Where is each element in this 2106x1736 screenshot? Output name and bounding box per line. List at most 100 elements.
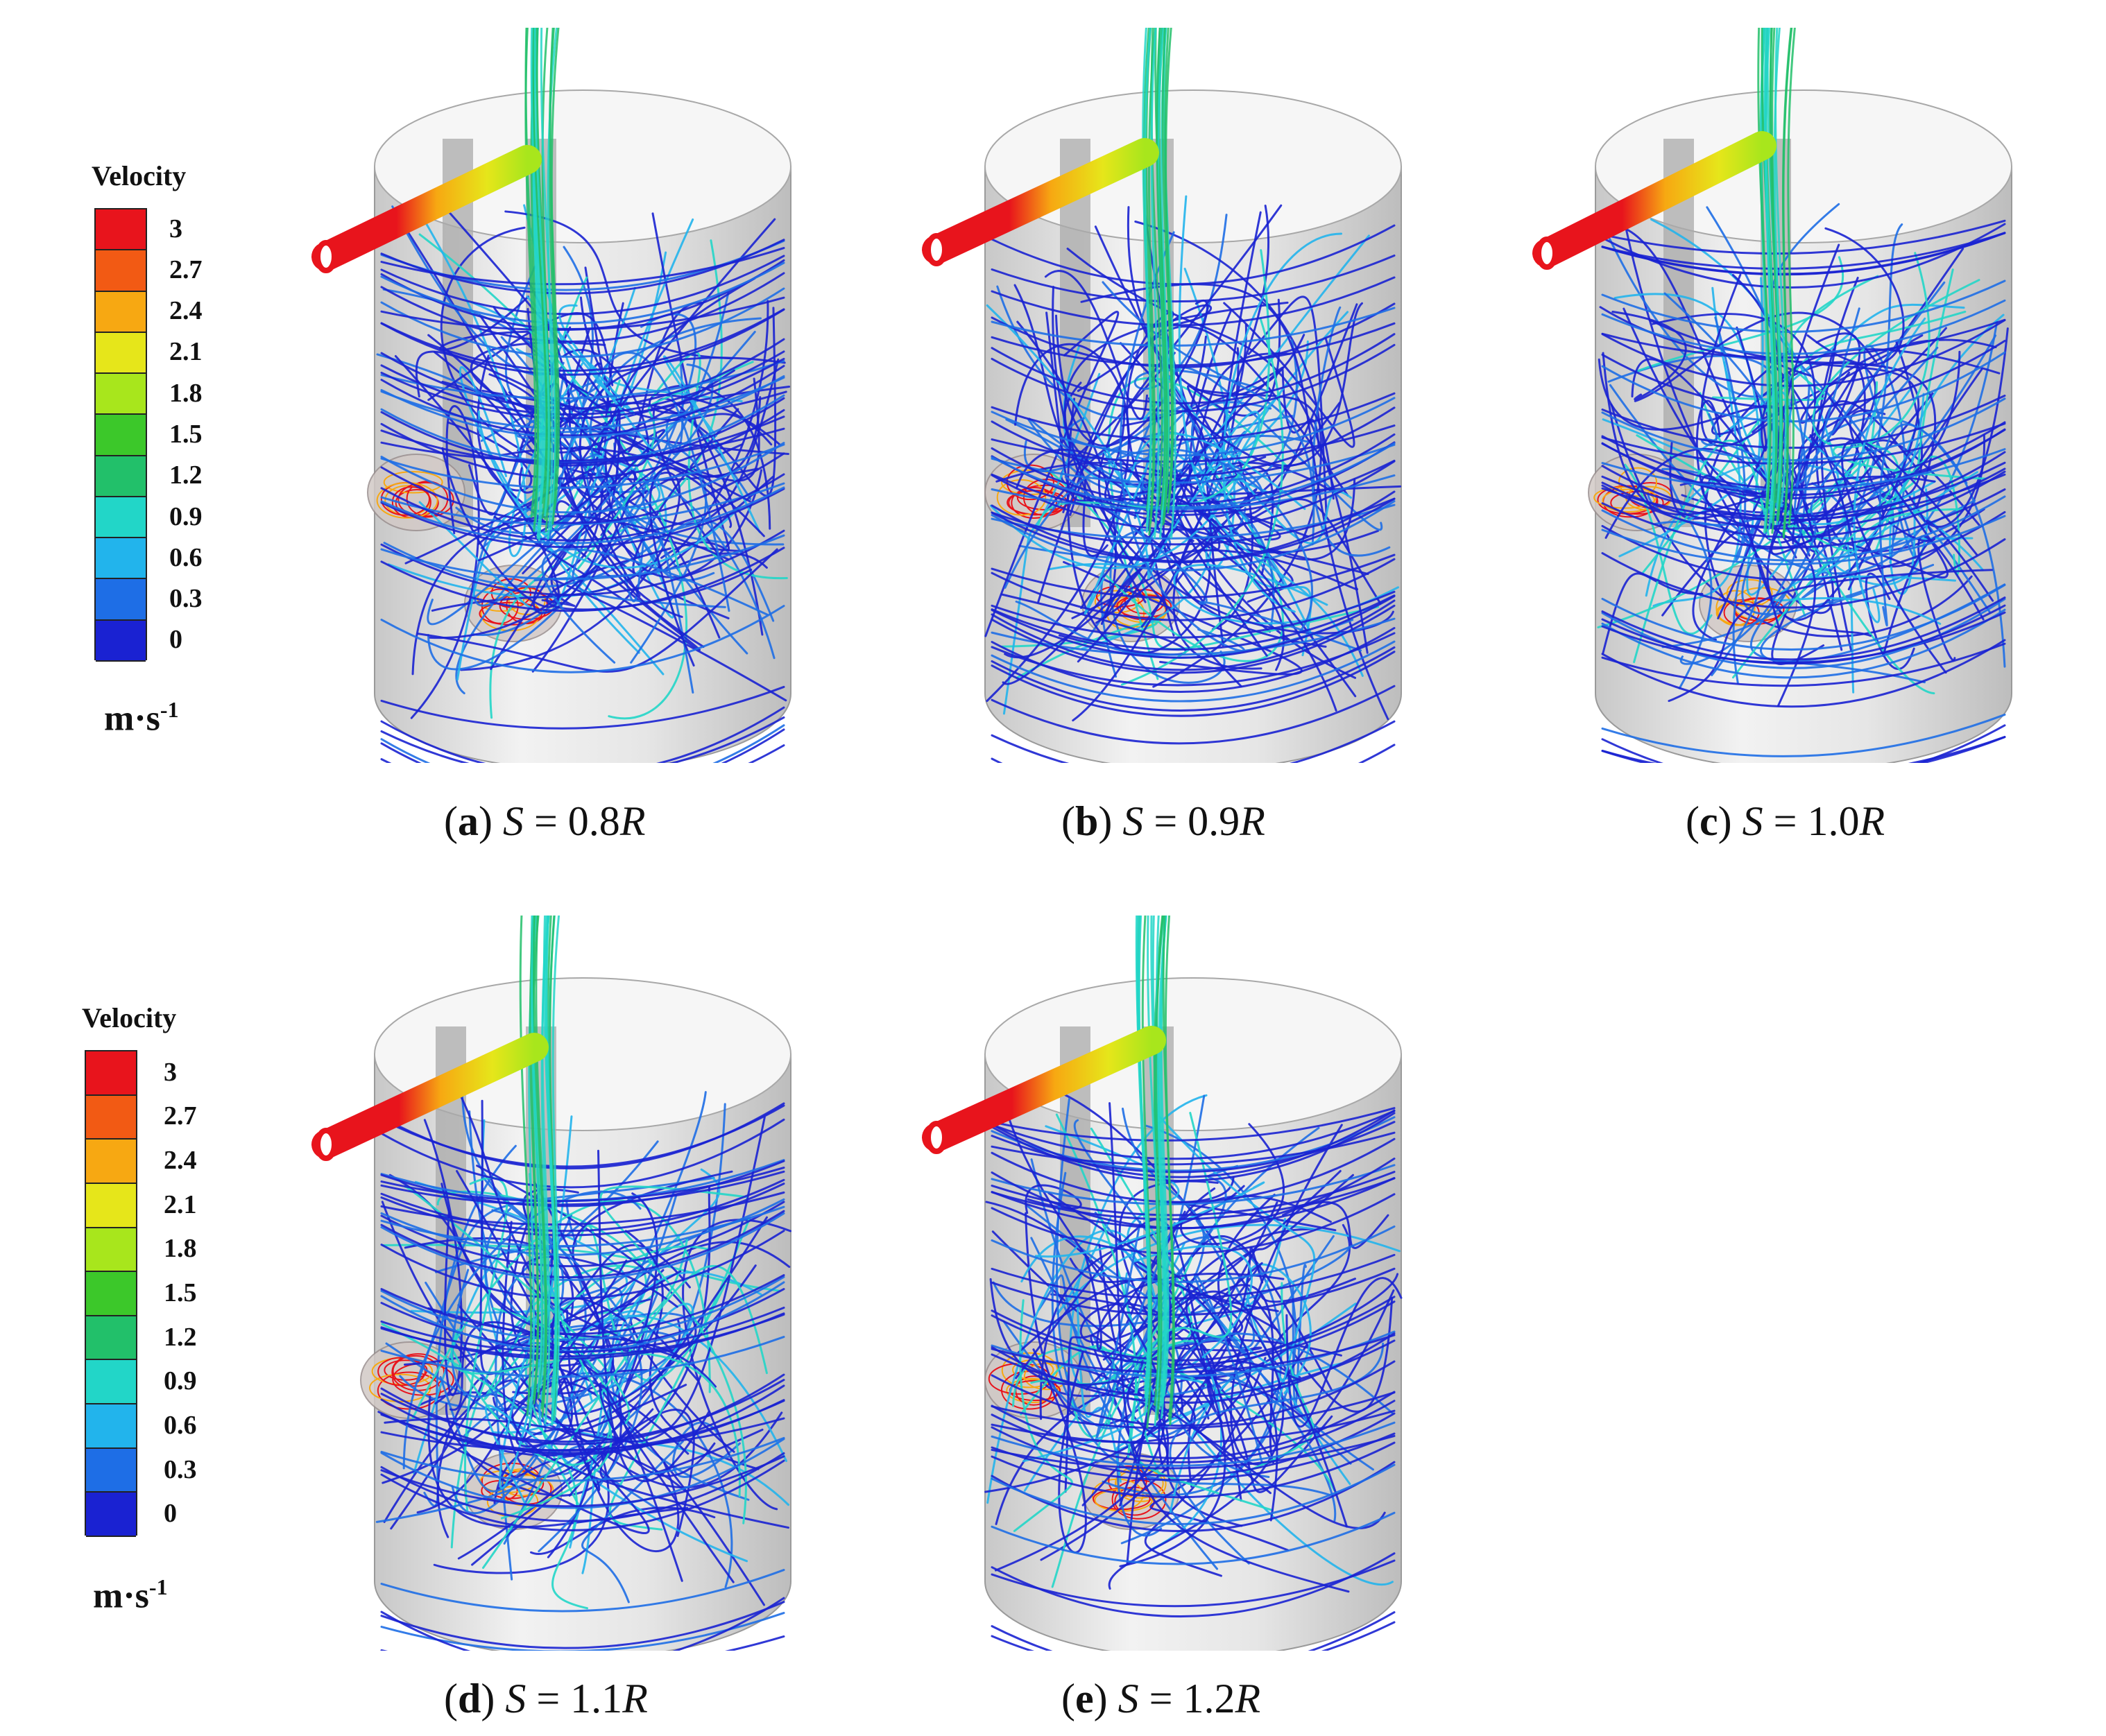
streamline	[991, 1177, 1396, 1230]
streamline	[991, 1400, 1396, 1463]
vortex-streamline	[1726, 578, 1773, 608]
legend-swatch	[96, 620, 146, 662]
streamlines	[375, 916, 791, 1651]
streamline	[991, 685, 1396, 745]
streamline	[541, 548, 769, 664]
streamline	[531, 916, 543, 1393]
streamline	[991, 1360, 1396, 1427]
streamline	[380, 547, 785, 612]
streamline-figure	[1532, 28, 2012, 763]
streamline	[1107, 377, 1287, 680]
streamline	[991, 558, 1396, 621]
legend-unit: m·s-1	[93, 1574, 168, 1616]
legend-swatch	[96, 456, 146, 497]
streamline	[380, 1167, 785, 1203]
streamline	[1197, 1194, 1276, 1434]
legend-tick-label: 0.9	[164, 1366, 197, 1396]
streamline	[380, 1336, 785, 1378]
streamline	[991, 604, 1396, 674]
streamline	[1035, 1081, 1394, 1413]
streamline	[1601, 608, 2006, 679]
streamline	[1015, 600, 1354, 659]
streamline	[1670, 483, 1713, 689]
legend-title: Velocity	[92, 160, 187, 191]
streamline	[380, 1160, 785, 1208]
streamline	[455, 1085, 735, 1583]
feed-pipe-jet	[922, 138, 1159, 264]
streamline	[991, 442, 1396, 509]
streamline	[380, 1438, 785, 1509]
streamlines	[1597, 28, 2009, 763]
streamline	[1787, 28, 1796, 525]
streamline	[1917, 535, 1985, 662]
streamline	[468, 1110, 706, 1332]
streamline	[538, 1314, 788, 1462]
streamline	[991, 632, 1396, 687]
streamline	[1601, 724, 2006, 763]
streamline	[532, 410, 671, 615]
legend-tick-label: 2.4	[164, 1146, 197, 1176]
streamline	[557, 349, 649, 467]
legend-swatch	[86, 1272, 136, 1316]
streamline	[427, 292, 730, 671]
vortex-streamline	[1593, 486, 1657, 509]
streamline	[1077, 352, 1291, 663]
streamline	[991, 1611, 1396, 1651]
streamline	[1601, 448, 2006, 491]
streamline-panel-e	[902, 916, 1484, 1651]
streamline	[1246, 1282, 1315, 1472]
legend-swatch	[86, 1404, 136, 1449]
streamline	[1601, 510, 2006, 581]
streamline	[1621, 226, 1985, 553]
streamline	[1808, 393, 1956, 582]
vessel-lid	[374, 89, 791, 243]
vortex-streamline	[383, 471, 443, 494]
streamline	[1601, 299, 2006, 355]
streamline	[1162, 916, 1176, 1426]
streamline	[991, 1193, 1396, 1255]
legend-swatch	[86, 1493, 136, 1537]
streamline	[380, 308, 785, 376]
streamline	[380, 261, 785, 325]
streamline	[380, 1230, 785, 1300]
streamline	[380, 1178, 785, 1232]
streamline	[380, 486, 785, 544]
streamline	[380, 397, 785, 467]
streamline	[1765, 28, 1774, 530]
streamline	[1192, 461, 1379, 553]
streamline	[1133, 214, 1272, 393]
streamline	[519, 916, 533, 1416]
legend-tick-label: 1.5	[164, 1278, 197, 1307]
streamline	[541, 916, 551, 1425]
streamline	[1285, 1277, 1403, 1428]
streamline	[1731, 268, 1954, 679]
legend-swatch	[96, 579, 146, 621]
streamline	[380, 1384, 785, 1456]
streamline	[380, 296, 785, 332]
streamline	[991, 1137, 1396, 1203]
vessel-lid	[984, 89, 1402, 243]
streamline	[991, 1559, 1396, 1608]
streamline	[1601, 351, 2006, 423]
caption-c: (c) S = 1.0R	[1686, 798, 1885, 844]
streamline	[435, 1186, 711, 1456]
vessel-lid	[374, 977, 791, 1131]
streamline	[1601, 397, 2006, 462]
streamline	[1056, 1217, 1401, 1315]
vortex-streamline	[1011, 487, 1057, 519]
streamline	[380, 350, 785, 416]
legend-swatch	[96, 332, 146, 375]
legend-swatch	[86, 1316, 136, 1361]
streamline	[581, 1440, 684, 1604]
streamline	[1757, 28, 1772, 509]
streamline	[991, 460, 1396, 531]
streamline	[502, 1216, 769, 1478]
streamline	[1601, 488, 2006, 549]
streamline	[1601, 429, 2006, 497]
streamline	[433, 1270, 610, 1574]
caption-e: (e) S = 1.2R	[1061, 1676, 1261, 1721]
streamline	[1102, 1174, 1354, 1361]
streamline	[1063, 560, 1303, 676]
streamline	[380, 1170, 785, 1206]
streamline	[1828, 396, 1949, 579]
